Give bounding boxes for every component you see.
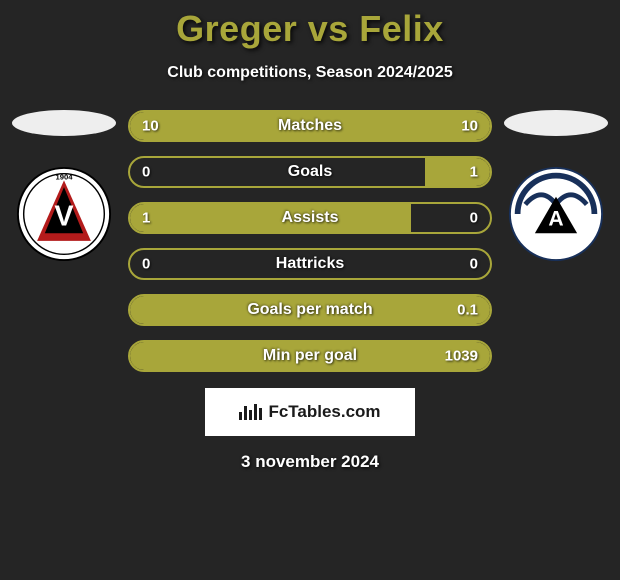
stat-label: Matches (278, 117, 342, 135)
branding-text: FcTables.com (268, 402, 380, 422)
branding-badge[interactable]: FcTables.com (205, 388, 415, 436)
stat-value-left: 0 (142, 256, 150, 273)
comparison-subtitle: Club competitions, Season 2024/2025 (0, 64, 620, 82)
player-left-column: V 1904 (8, 110, 120, 262)
snapshot-date: 3 november 2024 (0, 452, 620, 472)
stat-value-right: 0 (470, 210, 478, 227)
svg-text:V: V (54, 201, 74, 233)
stat-value-left: 1 (142, 210, 150, 227)
stat-bar: 0 Goals 1 (128, 156, 492, 188)
stat-label: Goals (288, 163, 332, 181)
stat-label: Goals per match (247, 301, 372, 319)
stat-value-left: 10 (142, 118, 159, 135)
stat-bar: 1 Assists 0 (128, 202, 492, 234)
svg-text:A: A (548, 208, 563, 231)
player-right-column: A (500, 110, 612, 262)
stat-fill-right (425, 158, 490, 186)
stat-label: Assists (282, 209, 339, 227)
comparison-title: Greger vs Felix (0, 0, 620, 50)
stat-value-right: 0.1 (457, 302, 478, 319)
stat-value-right: 10 (461, 118, 478, 135)
chart-bars-icon (239, 404, 262, 420)
stat-value-right: 1 (470, 164, 478, 181)
stat-value-right: 0 (470, 256, 478, 273)
stat-value-left: 0 (142, 164, 150, 181)
content-row: V 1904 10 Matches 10 0 Goals 1 1 Assists 0 0 Hattr… (0, 110, 620, 386)
stats-column: 10 Matches 10 0 Goals 1 1 Assists 0 0 Hattricks 0 Go… (120, 110, 500, 386)
stat-label: Min per goal (263, 347, 357, 365)
stat-bar: Goals per match 0.1 (128, 294, 492, 326)
player-right-avatar-icon (504, 110, 608, 136)
stat-bar: 10 Matches 10 (128, 110, 492, 142)
club-left-badge-icon: V 1904 (16, 166, 112, 262)
stat-fill-left (130, 204, 411, 232)
club-right-badge-icon: A (508, 166, 604, 262)
stat-bar: Min per goal 1039 (128, 340, 492, 372)
stat-label: Hattricks (276, 255, 344, 273)
svg-text:1904: 1904 (55, 172, 73, 181)
stat-value-right: 1039 (445, 348, 478, 365)
stat-bar: 0 Hattricks 0 (128, 248, 492, 280)
player-left-avatar-icon (12, 110, 116, 136)
